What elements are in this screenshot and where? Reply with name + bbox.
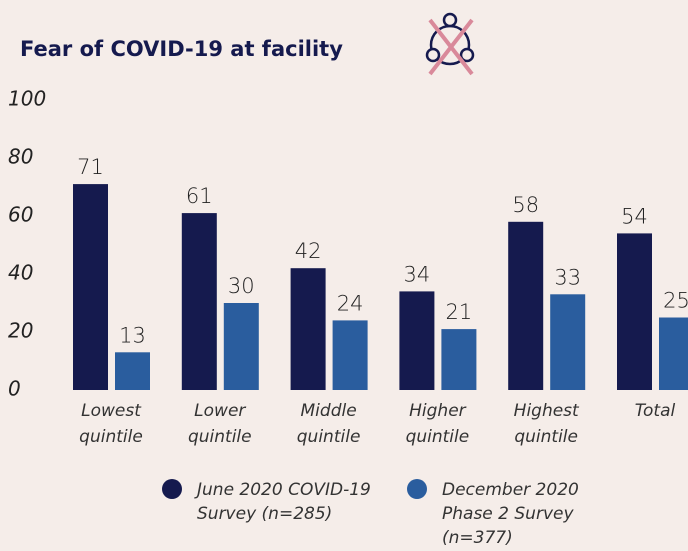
y-tick-label: 0 (8, 377, 21, 401)
bar (550, 294, 586, 390)
legend-swatch (407, 479, 427, 499)
y-tick-label: 80 (8, 145, 33, 169)
value-label: 24 (337, 291, 364, 315)
bar (441, 329, 477, 390)
bar (223, 303, 259, 390)
y-tick-label: 100 (8, 87, 46, 111)
chart-title: Fear of COVID-19 at facility (20, 37, 343, 61)
value-label: 33 (554, 265, 581, 289)
value-label: 34 (404, 262, 431, 286)
y-tick-label: 40 (8, 261, 33, 285)
bar (181, 213, 217, 390)
value-label: 13 (119, 323, 146, 347)
y-tick-label: 20 (8, 319, 33, 343)
bar (290, 268, 326, 390)
value-label: 21 (446, 300, 473, 324)
bar (332, 320, 368, 390)
x-tick-label: Higher quintile (405, 401, 470, 447)
bar (115, 352, 150, 390)
bar (508, 221, 544, 390)
value-label: 61 (186, 184, 213, 208)
bar (399, 291, 435, 390)
y-tick-label: 60 (8, 203, 33, 227)
value-label: 54 (621, 204, 648, 228)
x-tick-label: Lower quintile (187, 401, 252, 447)
legend-swatch (162, 479, 182, 499)
x-tick-label: Lowest quintile (79, 401, 143, 447)
icon (425, 12, 475, 76)
value-label: 30 (228, 274, 255, 298)
value-label: 58 (512, 193, 539, 217)
legend-label: June 2020 COVID-19 Survey (n=285) (197, 480, 371, 524)
x-tick-label: Highest quintile (513, 401, 579, 447)
value-label: 25 (663, 289, 688, 313)
value-label: 71 (77, 155, 104, 179)
value-label: 42 (295, 239, 322, 263)
bar (73, 184, 108, 390)
legend-label: December 2020 Phase 2 Survey (n=377) (442, 480, 579, 548)
bar (617, 233, 652, 390)
x-tick-label: Middle quintile (296, 401, 361, 447)
x-tick-label: Total (634, 401, 676, 421)
bar (659, 317, 688, 390)
